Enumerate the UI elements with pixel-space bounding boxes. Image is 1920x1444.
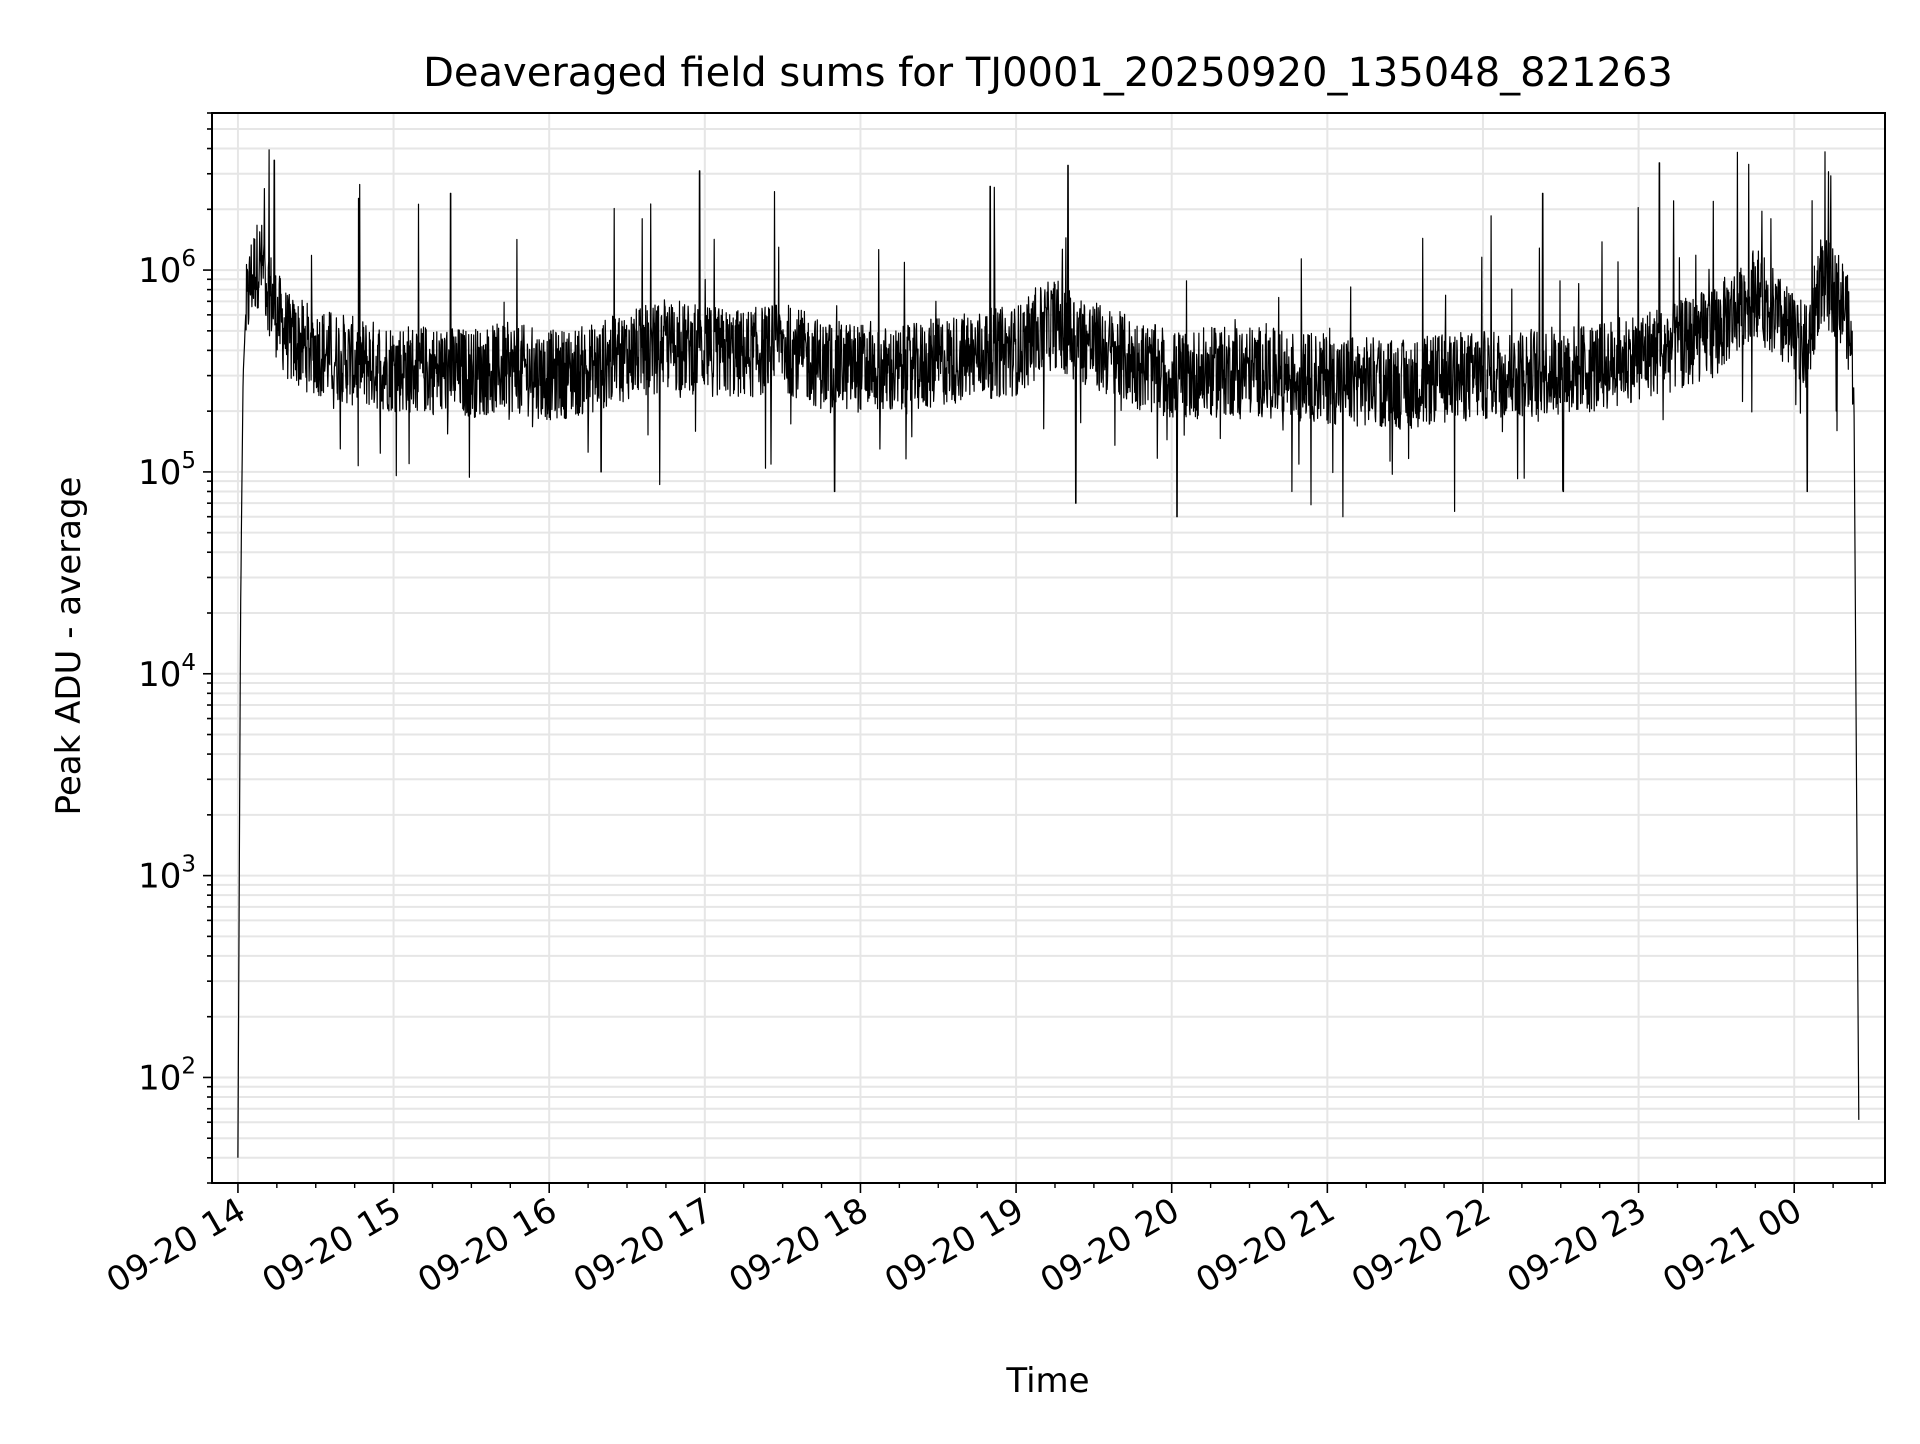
y-tick-label: 104 xyxy=(138,650,196,695)
chart-title: Deaveraged field sums for TJ0001_2025092… xyxy=(423,50,1673,96)
y-tick-label: 106 xyxy=(138,246,196,291)
y-axis-label: Peak ADU - average xyxy=(49,477,89,816)
x-axis-label: Time xyxy=(1005,1361,1089,1401)
plot-frame xyxy=(211,112,1886,1184)
grid xyxy=(212,112,1885,1184)
y-tick-label: 105 xyxy=(138,448,196,493)
y-tick-label: 102 xyxy=(138,1053,196,1098)
y-tick-label: 103 xyxy=(138,852,196,897)
series-layer xyxy=(237,149,1860,1158)
series-line xyxy=(237,149,1860,1158)
